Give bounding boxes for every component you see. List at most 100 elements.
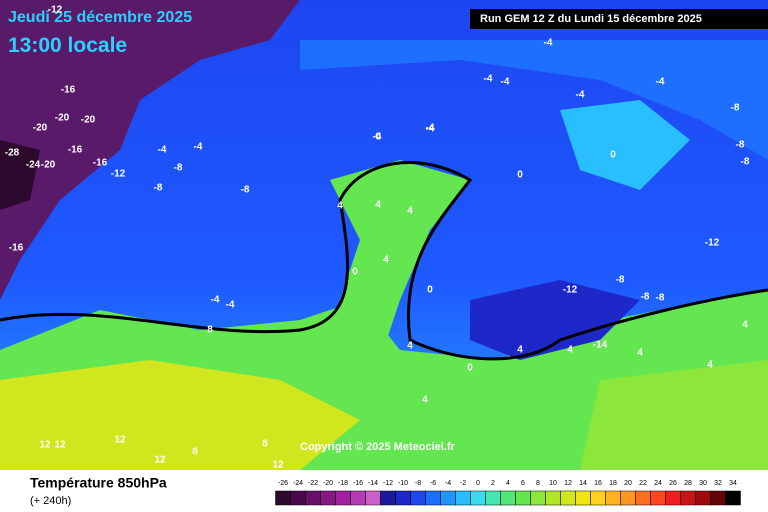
contour-label: -4	[426, 123, 435, 134]
footer-title: Température 850hPa	[30, 475, 167, 491]
contour-label: -16	[93, 158, 108, 169]
scale-swatch	[620, 490, 636, 506]
contour-label: -4	[194, 142, 203, 153]
copyright: Copyright © 2025 Meteociel.fr	[300, 441, 456, 453]
contour-label: 8	[262, 439, 268, 450]
cold-core	[0, 140, 40, 210]
scale-label: 4	[506, 480, 510, 487]
contour-label: -8	[656, 293, 665, 304]
contour-label: -8	[641, 292, 650, 303]
scale-label: 18	[609, 480, 617, 487]
contour-label: -8	[731, 103, 740, 114]
scale-label: 30	[699, 480, 707, 487]
scale-swatch	[425, 490, 441, 506]
contour-label: 12	[272, 460, 284, 471]
contour-label: -20	[81, 115, 96, 126]
contour-label: -8	[741, 157, 750, 168]
scale-swatch	[350, 490, 366, 506]
contour-label: -4	[426, 124, 435, 135]
scale-label: -24	[293, 480, 303, 487]
contour-label: 8	[207, 325, 213, 336]
contour-label: -14	[593, 340, 608, 351]
scale-label: -10	[398, 480, 408, 487]
contour-label: -24	[26, 160, 41, 171]
contour-label: 4	[383, 255, 389, 266]
run-banner	[470, 9, 768, 29]
contour-label: -20	[55, 113, 70, 124]
contour-label: -8	[174, 163, 183, 174]
scale-label: 34	[729, 480, 737, 487]
contour-label: -4	[484, 74, 493, 85]
contour-label: 0	[610, 150, 616, 161]
contour-label: 12	[54, 440, 66, 451]
contour-label: 4	[375, 200, 381, 211]
contour-label: 0	[467, 363, 473, 374]
scale-swatch	[515, 490, 531, 506]
scale-label: -8	[415, 480, 421, 487]
scale-swatch	[485, 490, 501, 506]
scale-swatch	[635, 490, 651, 506]
contour-label: 12	[114, 435, 126, 446]
contour-label: -4	[544, 38, 553, 49]
scale-swatch	[470, 490, 486, 506]
scale-label: 16	[594, 480, 602, 487]
scale-label: 24	[654, 480, 662, 487]
scale-label: -14	[368, 480, 378, 487]
warm-east	[580, 360, 768, 470]
scale-swatch	[455, 490, 471, 506]
contour-label: 0	[375, 132, 381, 143]
contour-label: 4	[567, 345, 573, 356]
cold-pocket	[470, 280, 640, 360]
contour-label: 4	[337, 201, 343, 212]
scale-label: -18	[338, 480, 348, 487]
contour-label: -4	[656, 77, 665, 88]
contour-label: 0	[517, 170, 523, 181]
contour-label: -16	[68, 145, 83, 156]
contour-label: -12	[111, 169, 126, 180]
scale-label: 22	[639, 480, 647, 487]
time-text: 13:00 locale	[8, 34, 127, 57]
scale-label: 2	[491, 480, 495, 487]
scale-swatch	[680, 490, 696, 506]
scale-swatch	[320, 490, 336, 506]
contour-label: 4	[742, 320, 748, 331]
contour-label: 0	[352, 267, 358, 278]
scale-label: 20	[624, 480, 632, 487]
contour-label: 4	[517, 345, 523, 356]
scale-swatch	[410, 490, 426, 506]
scale-swatch	[305, 490, 321, 506]
contour-label: -8	[241, 185, 250, 196]
scale-label: -4	[445, 480, 451, 487]
contour-label: 4	[407, 341, 413, 352]
contour-label: 4	[707, 360, 713, 371]
date-text: Jeudi 25 décembre 2025	[8, 9, 192, 26]
scale-swatch	[665, 490, 681, 506]
scale-swatch	[710, 490, 726, 506]
scale-label: 10	[549, 480, 557, 487]
scale-swatch	[695, 490, 711, 506]
run-text: Run GEM 12 Z du Lundi 15 décembre 2025	[480, 13, 702, 25]
scale-label: -6	[430, 480, 436, 487]
scale-label: 28	[684, 480, 692, 487]
scale-label: 0	[476, 480, 480, 487]
contour-label: -20	[33, 123, 48, 134]
contour-label: 4	[407, 206, 413, 217]
scale-label: -22	[308, 480, 318, 487]
scale-label: 32	[714, 480, 722, 487]
contour-label: -28	[5, 148, 20, 159]
cool-region	[300, 40, 768, 160]
warm-pocket	[560, 100, 690, 190]
cold-region	[0, 0, 300, 300]
scale-swatch	[395, 490, 411, 506]
scale-swatch	[500, 490, 516, 506]
scale-swatch	[365, 490, 381, 506]
contour-label: -20	[41, 160, 56, 171]
scale-swatch	[575, 490, 591, 506]
scale-swatch	[335, 490, 351, 506]
scale-label: 12	[564, 480, 572, 487]
contour-label: -16	[9, 243, 24, 254]
color-scale: -26 -24 -22 -20 -18 -16 -14 -12 -10 -8 -6 -4 -2 0 2 4 6 8…	[275, 480, 741, 506]
contour-label: -8	[736, 140, 745, 151]
